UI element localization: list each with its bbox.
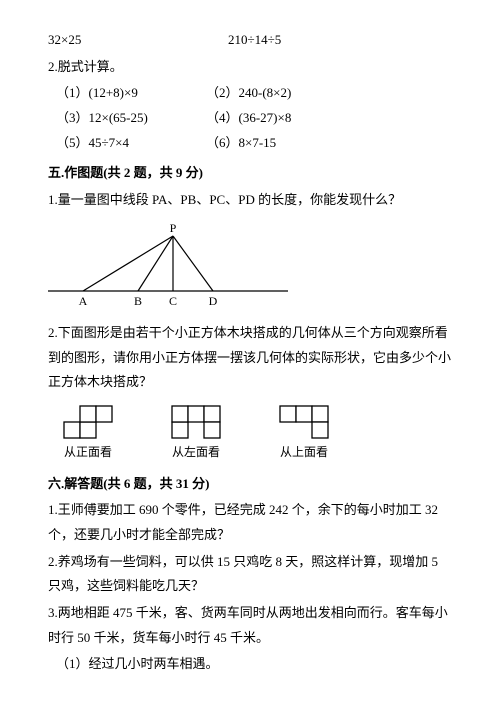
q2-row3: （5）45÷7×4 （6）8×7-15 bbox=[48, 131, 452, 156]
q2-6: （6）8×7-15 bbox=[206, 131, 276, 156]
view-left-svg bbox=[171, 405, 221, 439]
view-left-label: 从左面看 bbox=[172, 441, 220, 464]
sec6-q2: 2.养鸡场有一些饲料，可以供 15 只鸡吃 8 天，照这样计算，现增加 5 只鸡… bbox=[48, 550, 452, 599]
q2-3: （3）12×(65-25) bbox=[56, 106, 206, 131]
view-top-svg bbox=[279, 405, 329, 439]
calc-1a: 32×25 bbox=[48, 28, 228, 53]
label-D: D bbox=[209, 294, 218, 308]
label-B: B bbox=[134, 294, 142, 308]
section-5-title: 五.作图题(共 2 题，共 9 分) bbox=[48, 161, 452, 186]
label-P: P bbox=[170, 221, 177, 235]
sec5-q2: 2.下面图形是由若干个小正方体木块搭成的几何体从三个方向观察所看到的图形，请你用… bbox=[48, 321, 452, 395]
sec6-q3b: （1）经过几小时两车相遇。 bbox=[48, 652, 452, 677]
sec5-q1: 1.量一量图中线段 PA、PB、PC、PD 的长度，你能发现什么？ bbox=[48, 188, 452, 213]
q2-5: （5）45÷7×4 bbox=[56, 131, 206, 156]
q2-row2: （3）12×(65-25) （4）(36-27)×8 bbox=[48, 106, 452, 131]
q2-4: （4）(36-27)×8 bbox=[206, 106, 291, 131]
view-front: 从正面看 bbox=[48, 405, 128, 464]
calc-row-1: 32×25 210÷14÷5 bbox=[48, 28, 452, 53]
triangle-figure: P A B C D bbox=[48, 221, 452, 311]
calc-1b: 210÷14÷5 bbox=[228, 28, 281, 53]
sec6-q1: 1.王师傅要加工 690 个零件，已经完成 242 个，余下的每小时加工 32 … bbox=[48, 498, 452, 547]
section-6-title: 六.解答题(共 6 题，共 31 分) bbox=[48, 472, 452, 497]
view-front-svg bbox=[63, 405, 113, 439]
q2-2: （2）240-(8×2) bbox=[206, 81, 291, 106]
q2-1: （1）(12+8)×9 bbox=[56, 81, 206, 106]
view-top: 从上面看 bbox=[264, 405, 344, 464]
label-A: A bbox=[79, 294, 88, 308]
q2-title: 2.脱式计算。 bbox=[48, 55, 452, 80]
q2-row1: （1）(12+8)×9 （2）240-(8×2) bbox=[48, 81, 452, 106]
view-front-label: 从正面看 bbox=[64, 441, 112, 464]
views-row: 从正面看 从左面看 从上面看 bbox=[48, 405, 452, 464]
triangle-svg: P A B C D bbox=[48, 221, 288, 311]
sec6-q3a: 3.两地相距 475 千米，客、货两车同时从两地出发相向而行。客车每小时行 50… bbox=[48, 601, 452, 650]
view-top-label: 从上面看 bbox=[280, 441, 328, 464]
label-C: C bbox=[169, 294, 177, 308]
view-left: 从左面看 bbox=[156, 405, 236, 464]
